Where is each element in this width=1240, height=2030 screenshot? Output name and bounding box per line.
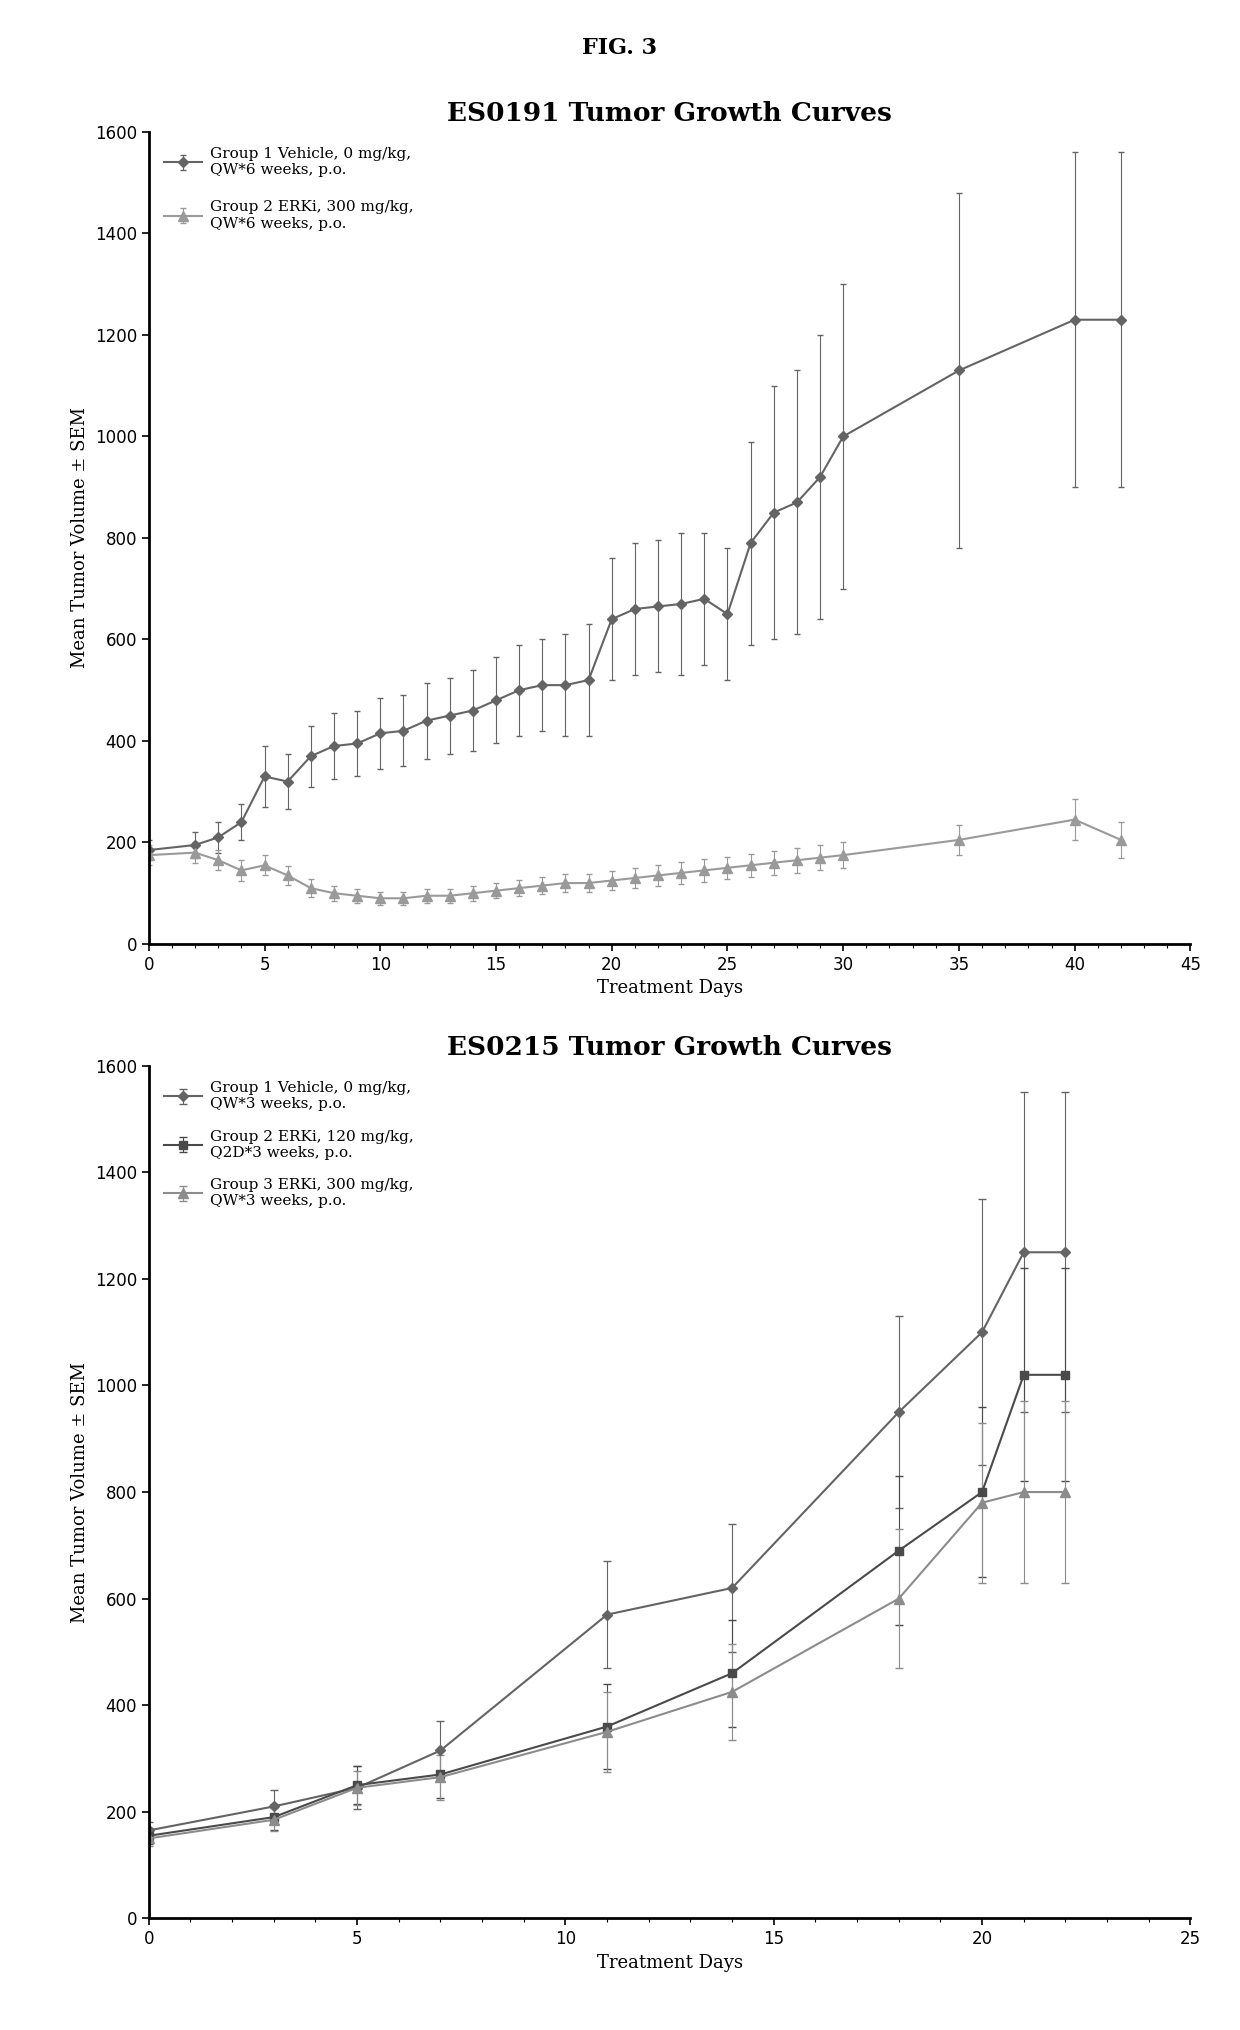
Legend: Group 1 Vehicle, 0 mg/kg,
QW*6 weeks, p.o., Group 2 ERKi, 300 mg/kg,
QW*6 weeks,: Group 1 Vehicle, 0 mg/kg, QW*6 weeks, p.…	[156, 140, 422, 238]
X-axis label: Treatment Days: Treatment Days	[596, 978, 743, 997]
X-axis label: Treatment Days: Treatment Days	[596, 1953, 743, 1971]
Legend: Group 1 Vehicle, 0 mg/kg,
QW*3 weeks, p.o., Group 2 ERKi, 120 mg/kg,
Q2D*3 weeks: Group 1 Vehicle, 0 mg/kg, QW*3 weeks, p.…	[156, 1074, 422, 1216]
Text: FIG. 3: FIG. 3	[583, 37, 657, 59]
Y-axis label: Mean Tumor Volume ± SEM: Mean Tumor Volume ± SEM	[71, 408, 89, 668]
Y-axis label: Mean Tumor Volume ± SEM: Mean Tumor Volume ± SEM	[71, 1362, 89, 1622]
Title: ES0215 Tumor Growth Curves: ES0215 Tumor Growth Curves	[448, 1035, 892, 1060]
Title: ES0191 Tumor Growth Curves: ES0191 Tumor Growth Curves	[448, 102, 892, 126]
